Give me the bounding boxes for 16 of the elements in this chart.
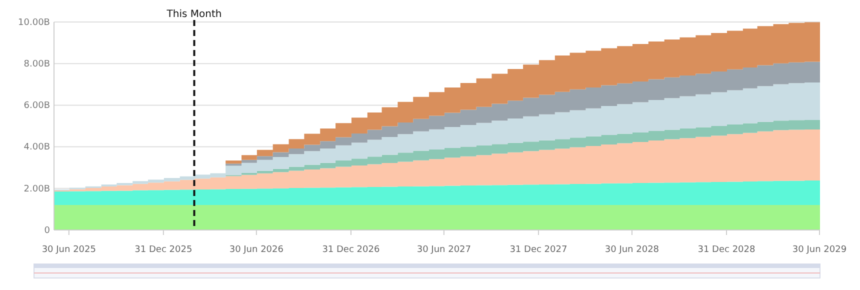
y-tick-label: 10.00B (18, 18, 50, 28)
x-tick-label: 31 Dec 2025 (134, 245, 192, 255)
ref-line-label: This Month (166, 9, 222, 20)
y-tick-label: 8.00B (24, 59, 50, 70)
x-tick-label: 31 Dec 2028 (698, 245, 756, 255)
y-tick-label: 4.00B (24, 142, 50, 153)
y-tick-label: 2.00B (24, 184, 50, 194)
y-tick-label: 0 (44, 226, 50, 236)
x-tick-label: 30 Jun 2025 (42, 245, 96, 255)
x-tick-label: 31 Dec 2027 (510, 245, 568, 255)
y-tick-label: 6.00B (24, 101, 50, 112)
x-tick-label: 30 Jun 2027 (416, 245, 472, 255)
x-tick-label: 30 Jun 2029 (792, 245, 847, 255)
x-tick-label: 30 Jun 2028 (604, 245, 660, 255)
x-tick-label: 30 Jun 2026 (229, 245, 284, 255)
x-tick-label: 31 Dec 2026 (322, 245, 380, 255)
